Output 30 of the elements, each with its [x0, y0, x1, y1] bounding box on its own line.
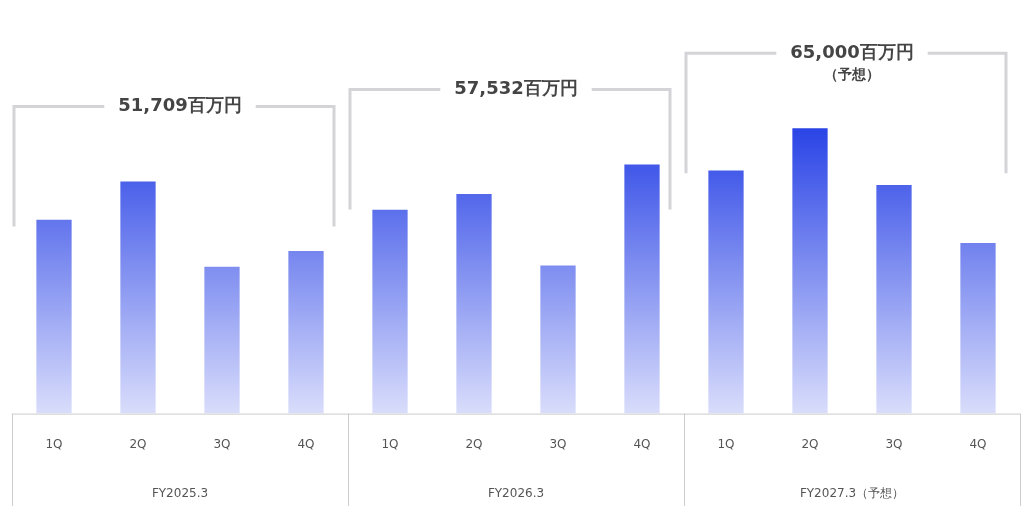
text: 65,000百万円（予想）: [790, 41, 914, 82]
x-tick-label: 3Q: [213, 436, 231, 451]
x-tick-label: 3Q: [885, 436, 903, 451]
bar: [708, 170, 744, 414]
bar: [456, 193, 492, 414]
bar: [204, 266, 240, 414]
x-tick-label: 3Q: [549, 436, 567, 451]
x-tick-label: 2Q: [801, 436, 819, 451]
bar: [960, 243, 996, 414]
bar: [540, 265, 576, 414]
x-tick-label: 4Q: [633, 436, 651, 451]
bar: [36, 219, 72, 414]
bar: [876, 185, 912, 414]
x-tick-label: 2Q: [465, 436, 483, 451]
bar: [792, 128, 828, 414]
text: FY2027.3（予想）: [799, 486, 905, 501]
text: 57,532百万円: [454, 77, 578, 99]
bar: [120, 181, 156, 414]
x-tick-label: 1Q: [717, 436, 735, 451]
x-tick-label: 1Q: [381, 436, 399, 451]
text: FY2026.3: [487, 486, 545, 501]
x-tick-label: 1Q: [45, 436, 63, 451]
text: 51,709百万円: [118, 94, 242, 116]
bar: [288, 251, 324, 414]
x-tick-label: 2Q: [129, 436, 147, 451]
bar: [624, 164, 660, 414]
x-tick-label: 4Q: [297, 436, 315, 451]
x-tick-label: 4Q: [969, 436, 987, 451]
bar: [372, 209, 408, 414]
text: FY2025.3: [151, 486, 209, 501]
